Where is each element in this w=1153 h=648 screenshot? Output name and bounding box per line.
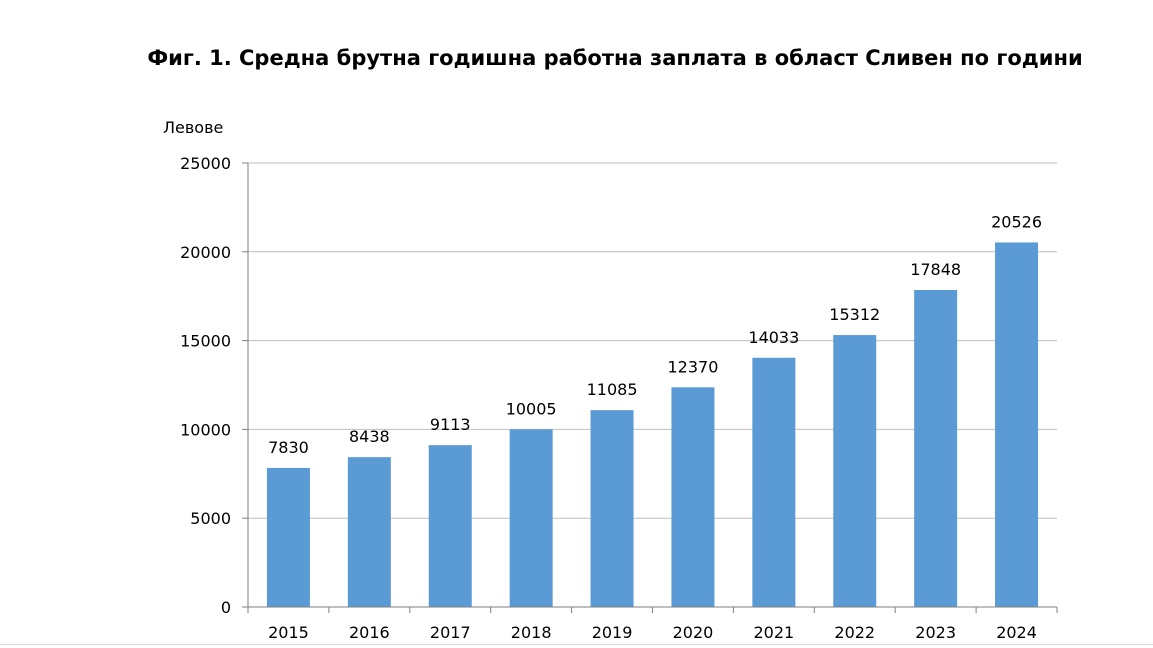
data-label-2015: 7830 (268, 438, 309, 457)
data-label-2020: 12370 (667, 357, 718, 376)
data-label-2019: 11085 (587, 380, 638, 399)
y-axis-label: Левове (163, 118, 223, 137)
bar-2023 (914, 290, 958, 607)
y-tick-labels: 0 5000 10000 15000 20000 25000 (180, 154, 231, 617)
y-tick-label: 10000 (180, 420, 231, 439)
x-tick-label-2024: 2024 (996, 623, 1037, 642)
data-labels: 7830 8438 9113 10005 11085 12370 14033 15312 178… (268, 212, 1042, 456)
y-tick-label: 25000 (180, 154, 231, 173)
data-label-2016: 8438 (349, 427, 390, 446)
bar-2021 (752, 357, 796, 607)
x-tick-label-2017: 2017 (430, 623, 471, 642)
data-label-2024: 20526 (991, 212, 1042, 231)
bar-2016 (347, 457, 391, 607)
x-tick-label-2023: 2023 (915, 623, 956, 642)
data-label-2021: 14033 (748, 328, 799, 347)
bar-2017 (428, 445, 472, 607)
x-tick-label-2015: 2015 (268, 623, 309, 642)
bar-2024 (995, 242, 1039, 607)
page-bottom-border (0, 644, 1153, 645)
x-tick-label-2016: 2016 (349, 623, 390, 642)
bar-2015 (266, 467, 310, 607)
y-tick-label: 0 (221, 598, 231, 617)
data-label-2023: 17848 (910, 260, 961, 279)
y-tick-label: 5000 (190, 509, 231, 528)
bar-2018 (509, 429, 553, 607)
data-label-2022: 15312 (829, 305, 880, 324)
x-tick-labels: 2015 2016 2017 2018 2019 2020 2021 2022 2023 2024 (268, 623, 1037, 642)
chart-title: Фиг. 1. Средна брутна годишна работна за… (147, 46, 1083, 70)
bar-2022 (833, 335, 877, 607)
x-tick-label-2021: 2021 (753, 623, 794, 642)
y-tick-label: 15000 (180, 332, 231, 351)
bar-2019 (590, 410, 634, 607)
data-label-2017: 9113 (430, 415, 471, 434)
data-label-2018: 10005 (506, 399, 557, 418)
axes (247, 163, 1057, 608)
x-tick-label-2018: 2018 (511, 623, 552, 642)
bars (266, 242, 1039, 607)
x-tick-label-2022: 2022 (834, 623, 875, 642)
y-tick-label: 20000 (180, 243, 231, 262)
x-tick-label-2019: 2019 (592, 623, 633, 642)
x-tick-label-2020: 2020 (673, 623, 714, 642)
bar-2020 (671, 387, 715, 607)
